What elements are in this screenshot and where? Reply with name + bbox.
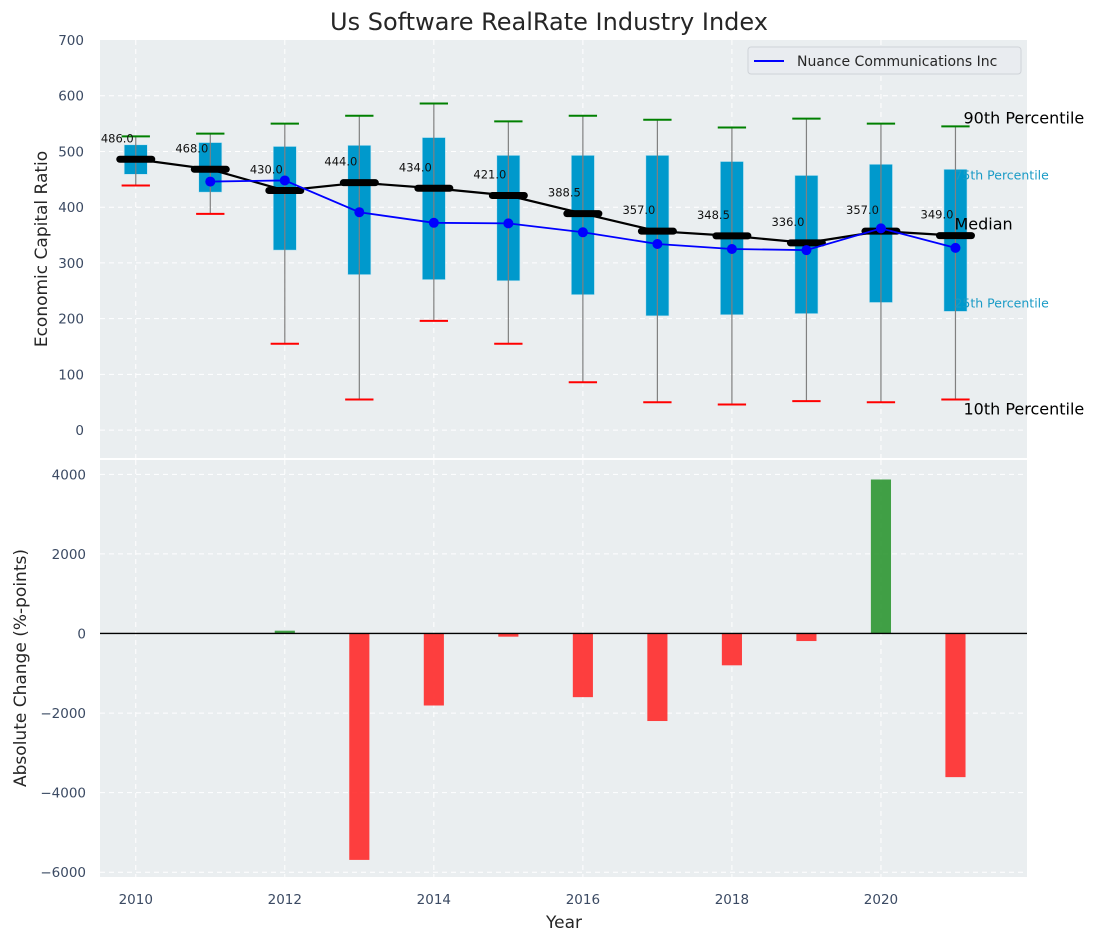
median-value-label: 468.0 [175,141,208,155]
median-value-label: 357.0 [846,203,879,217]
top-y-axis-label: Economic Capital Ratio [32,151,52,347]
median-value-label: 434.0 [399,160,432,174]
x-tick-label: 2018 [715,892,749,908]
box-2012 [270,122,299,345]
company-point [279,175,290,186]
median-value-labels: 486.0 468.0 430.0 444.0 434.0 421.0 388.5 357.0… [101,131,954,229]
bar-2012 [274,630,295,634]
median-value-label: 348.5 [697,208,730,222]
company-point [726,244,737,254]
x-ticks: 2010 2012 2014 2016 2018 2020 [119,892,899,908]
annotation-median: Median [954,215,1012,234]
box-2017 [643,118,672,404]
bar-2013 [349,633,370,860]
y-tick-label: 100 [58,367,84,383]
box-2016 [568,114,598,384]
company-point [577,227,588,238]
company-point [354,207,365,218]
y-tick-label: 2000 [52,547,86,563]
bar-2019 [796,633,817,642]
median-value-label: 421.0 [473,167,506,181]
y-tick-label: 0 [77,626,86,642]
y-tick-label: −2000 [40,706,86,722]
median-value-label: 444.0 [324,155,357,169]
annotation-p25: 25th Percentile [954,295,1049,310]
legend-box [747,46,1022,75]
x-tick-label: 2020 [864,892,898,908]
median-value-label: 349.0 [921,208,954,222]
median-value-label: 486.0 [101,131,134,145]
bar-2020 [870,479,892,634]
x-axis-label: Year [545,913,582,933]
annotation-p10: 10th Percentile [963,399,1084,418]
legend: Nuance Communications Inc [747,46,1022,75]
bar-2015 [498,633,519,637]
company-point [875,223,886,234]
median-value-label: 336.0 [771,215,804,229]
company-point [801,245,812,256]
x-tick-label: 2010 [119,892,153,908]
y-tick-label: −4000 [40,786,86,802]
company-series [205,175,961,256]
box-2014 [419,102,448,322]
change-bars [274,479,966,860]
company-point [652,238,663,249]
median-value-label: 357.0 [622,203,655,217]
chart-title: Us Software RealRate Industry Index [330,8,768,36]
x-tick-label: 2014 [417,892,451,908]
box-plots [121,102,970,406]
bottom-y-ticks: −6000 −4000 −2000 0 2000 4000 [40,467,86,881]
bar-2014 [423,633,444,706]
percentile-annotations: 25th Percentile 75th Percentile 90th Perce… [954,108,1084,418]
top-panel: 0 100 200 300 400 500 600 700 486.0 468.0 430.0 44… [32,33,1084,458]
y-tick-label: 700 [58,33,84,49]
company-point [205,176,216,187]
y-tick-label: 400 [58,200,84,216]
bar-2016 [572,633,593,698]
x-tick-label: 2012 [268,892,302,908]
y-tick-label: 200 [58,312,84,328]
y-tick-label: 600 [58,89,84,105]
x-tick-label: 2016 [566,892,600,908]
y-tick-label: 4000 [52,467,86,483]
legend-label: Nuance Communications Inc [797,54,997,70]
bar-2018 [721,633,742,666]
y-tick-label: 300 [58,256,84,272]
y-tick-label: 0 [75,423,84,439]
annotation-p75: 75th Percentile [954,167,1049,182]
y-tick-label: 500 [58,144,84,160]
median-value-label: 388.5 [548,186,581,200]
annotation-p90: 90th Percentile [963,108,1084,127]
bar-2017 [647,633,668,722]
bar-2021 [945,633,966,778]
company-point [428,217,439,228]
company-point [950,242,961,253]
box-2015 [494,120,523,345]
y-tick-label: −6000 [40,865,86,881]
box-2021 [941,125,970,401]
median-value-label: 430.0 [250,162,283,176]
bottom-y-axis-label: Absolute Change (%-points) [11,549,31,787]
top-y-ticks: 0 100 200 300 400 500 600 700 [58,33,84,439]
company-point [503,218,514,229]
